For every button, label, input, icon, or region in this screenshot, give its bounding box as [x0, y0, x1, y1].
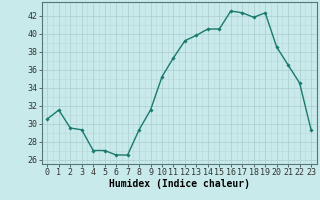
X-axis label: Humidex (Indice chaleur): Humidex (Indice chaleur)	[109, 179, 250, 189]
